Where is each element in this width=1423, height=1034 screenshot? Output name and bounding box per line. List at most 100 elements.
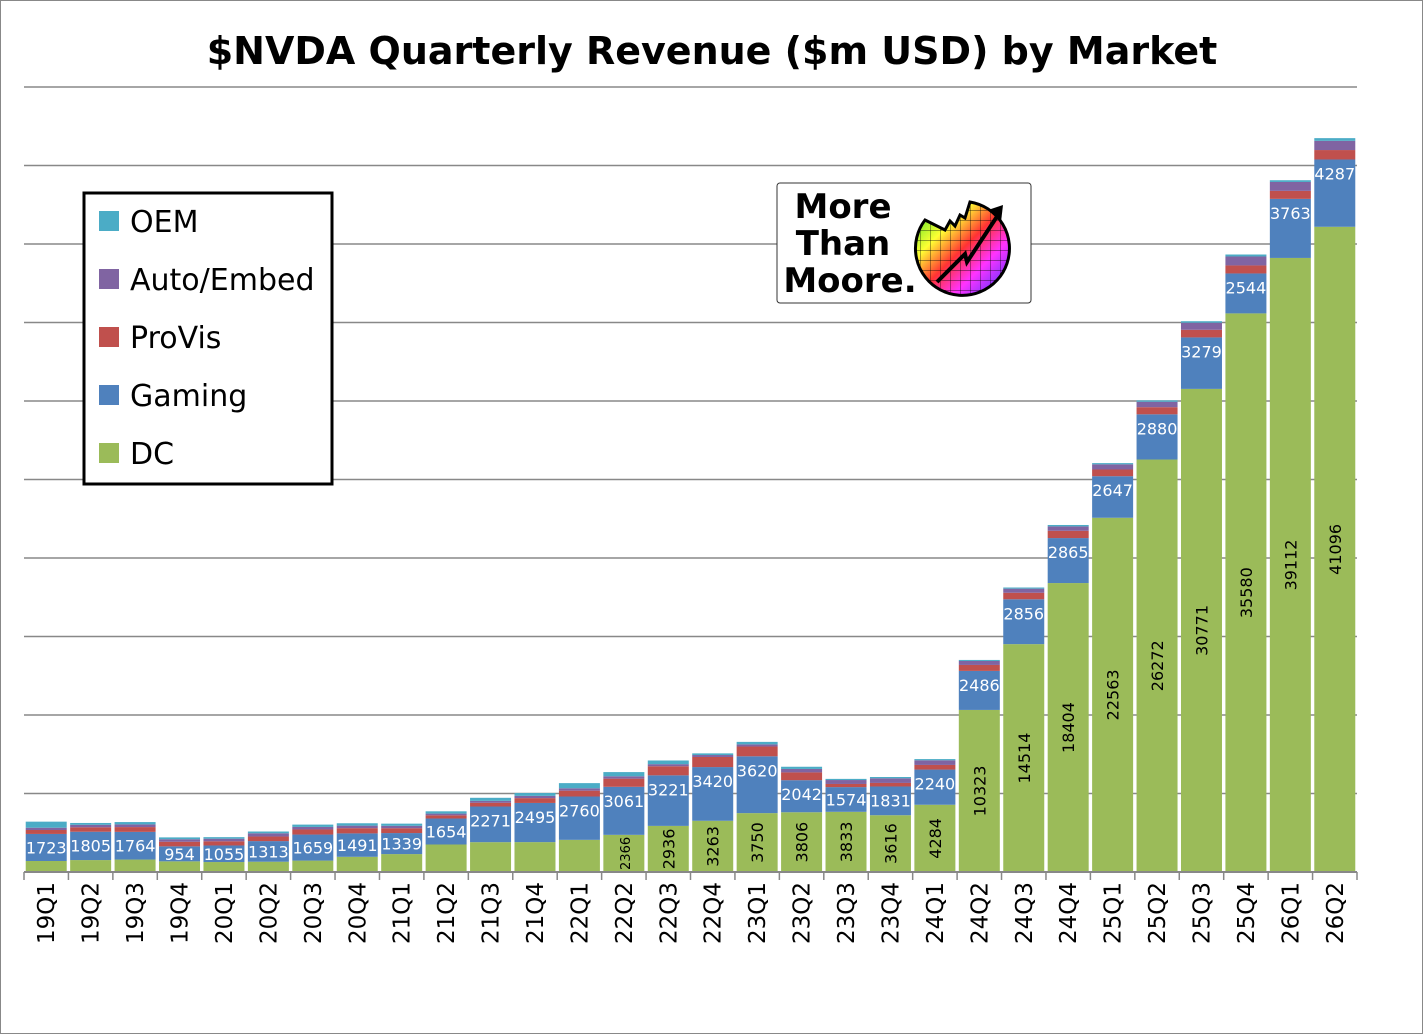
bar-gaming-19Q3 (114, 831, 156, 860)
x-axis: 19Q1 19Q2 19Q3 19Q4 20Q1 20Q2 20Q3 20Q4 21Q1 21Q2… (23, 871, 1358, 944)
gaming-label-24Q4: 2865 (1048, 543, 1089, 562)
bar-auto-embed-22Q1 (558, 788, 600, 791)
bar-auto-embed-24Q2 (958, 660, 1000, 665)
dc-label-24Q2: 10323 (970, 766, 989, 817)
bar-gaming-25Q1 (1092, 476, 1134, 518)
bar-provis-21Q3 (470, 802, 512, 807)
bar-oem-23Q4 (869, 776, 911, 779)
bar-oem-21Q3 (470, 797, 512, 801)
bar-provis-25Q1 (1092, 469, 1134, 477)
bar-auto-embed-21Q3 (470, 800, 512, 803)
more-than-moore-logo: More Than Moore. (776, 182, 1032, 304)
gaming-label-22Q1: 2760 (559, 802, 600, 821)
legend-label-provis: ProVis (130, 321, 221, 356)
bar-dc-23Q4 (869, 815, 911, 872)
gaming-label-23Q1: 3620 (737, 761, 778, 780)
bar-auto-embed-25Q4 (1225, 256, 1267, 266)
bar-provis-22Q4 (692, 756, 734, 768)
bar-dc-21Q4 (514, 842, 556, 872)
legend-swatch-provis (99, 327, 119, 347)
bar-gaming-24Q3 (1003, 599, 1045, 645)
x-tick-label-25Q1: 25Q1 (1101, 882, 1127, 944)
gaming-label-19Q3: 1764 (115, 837, 156, 856)
dc-label-22Q4: 3263 (704, 826, 723, 867)
bar-provis-19Q4 (159, 841, 201, 847)
legend-label-dc: DC (130, 437, 174, 472)
bar-dc-25Q2 (1136, 459, 1178, 872)
gaming-label-20Q3: 1659 (292, 839, 333, 858)
bar-oem-19Q2 (70, 822, 112, 825)
bar-oem-21Q1 (381, 823, 423, 826)
gaming-label-19Q1: 1723 (26, 838, 67, 857)
legend-swatch-gaming (99, 385, 119, 405)
bar-oem-26Q1 (1269, 180, 1311, 182)
bar-provis-20Q2 (247, 836, 289, 842)
logo-text-than: Than (796, 224, 891, 264)
bar-dc-21Q1 (381, 854, 423, 872)
bar-oem-25Q1 (1092, 463, 1134, 465)
bar-provis-20Q3 (292, 829, 334, 835)
bar-oem-24Q3 (1003, 587, 1045, 589)
dc-label-26Q2: 41096 (1326, 524, 1345, 575)
dc-label-23Q4: 3616 (881, 823, 900, 864)
bar-oem-19Q4 (159, 837, 201, 840)
bar-gaming-21Q1 (381, 833, 423, 855)
bar-dc-23Q3 (825, 811, 867, 872)
bar-auto-embed-23Q4 (869, 778, 911, 783)
bar-gaming-25Q2 (1136, 414, 1178, 460)
x-tick-label-23Q4: 23Q4 (878, 882, 904, 944)
gaming-label-20Q1: 1055 (204, 845, 245, 864)
bar-gaming-23Q2 (781, 780, 823, 813)
bar-gaming-20Q2 (247, 841, 289, 862)
bar-oem-26Q2 (1314, 138, 1356, 141)
gaming-label-24Q2: 2486 (959, 676, 1000, 695)
bar-oem-19Q3 (114, 822, 156, 825)
x-tick-label-20Q3: 20Q3 (301, 882, 327, 944)
legend-swatch-auto-embed (99, 269, 119, 289)
bar-provis-19Q2 (70, 827, 112, 832)
bar-oem-22Q4 (692, 753, 734, 756)
bar-dc-24Q2 (958, 709, 1000, 872)
bar-gaming-20Q3 (292, 834, 334, 861)
gaming-label-25Q2: 2880 (1137, 419, 1178, 438)
x-tick-label-24Q2: 24Q2 (967, 882, 993, 944)
x-tick-label-23Q3: 23Q3 (834, 882, 860, 944)
bar-oem-20Q2 (247, 831, 289, 834)
x-tick-label-21Q3: 21Q3 (479, 882, 505, 944)
gaming-label-24Q3: 2856 (1003, 604, 1044, 623)
bar-oem-24Q1 (914, 759, 956, 761)
bar-provis-25Q4 (1225, 265, 1267, 274)
bar-auto-embed-22Q4 (692, 755, 734, 757)
x-tick-label-22Q2: 22Q2 (612, 882, 638, 944)
bar-gaming-24Q4 (1047, 538, 1089, 584)
bar-dc-23Q2 (781, 812, 823, 872)
bar-auto-embed-20Q4 (336, 825, 378, 829)
bar-provis-20Q4 (336, 828, 378, 834)
bar-gaming-26Q2 (1314, 159, 1356, 227)
gaming-label-21Q2: 1654 (426, 823, 467, 842)
bar-oem-23Q3 (825, 778, 867, 781)
bar-gaming-22Q2 (603, 786, 645, 835)
bar-provis-23Q4 (869, 782, 911, 787)
bar-gaming-22Q1 (558, 796, 600, 840)
gaming-label-25Q3: 3279 (1181, 342, 1222, 361)
dc-label-22Q2: 2366 (619, 837, 634, 870)
x-tick-label-21Q4: 21Q4 (523, 882, 549, 944)
bar-oem-25Q3 (1180, 321, 1222, 323)
gaming-label-22Q2: 3061 (603, 792, 644, 811)
x-tick-label-20Q1: 20Q1 (212, 882, 238, 944)
bar-auto-embed-25Q3 (1180, 322, 1222, 330)
chart-title: $NVDA Quarterly Revenue ($m USD) by Mark… (207, 29, 1218, 73)
gridlines (24, 86, 1357, 795)
bar-gaming-25Q4 (1225, 273, 1267, 314)
gaming-label-19Q2: 1805 (70, 837, 111, 856)
dc-label-26Q1: 39112 (1281, 540, 1300, 591)
bar-dc-19Q1 (25, 860, 67, 872)
bar-dc-24Q4 (1047, 583, 1089, 872)
x-tick-label-25Q3: 25Q3 (1189, 882, 1215, 944)
bar-provis-26Q1 (1269, 190, 1311, 199)
bar-auto-embed-24Q4 (1047, 526, 1089, 531)
gaming-label-24Q1: 2240 (915, 775, 956, 794)
gaming-label-21Q3: 2271 (470, 812, 511, 831)
dc-label-23Q2: 3806 (793, 822, 812, 863)
